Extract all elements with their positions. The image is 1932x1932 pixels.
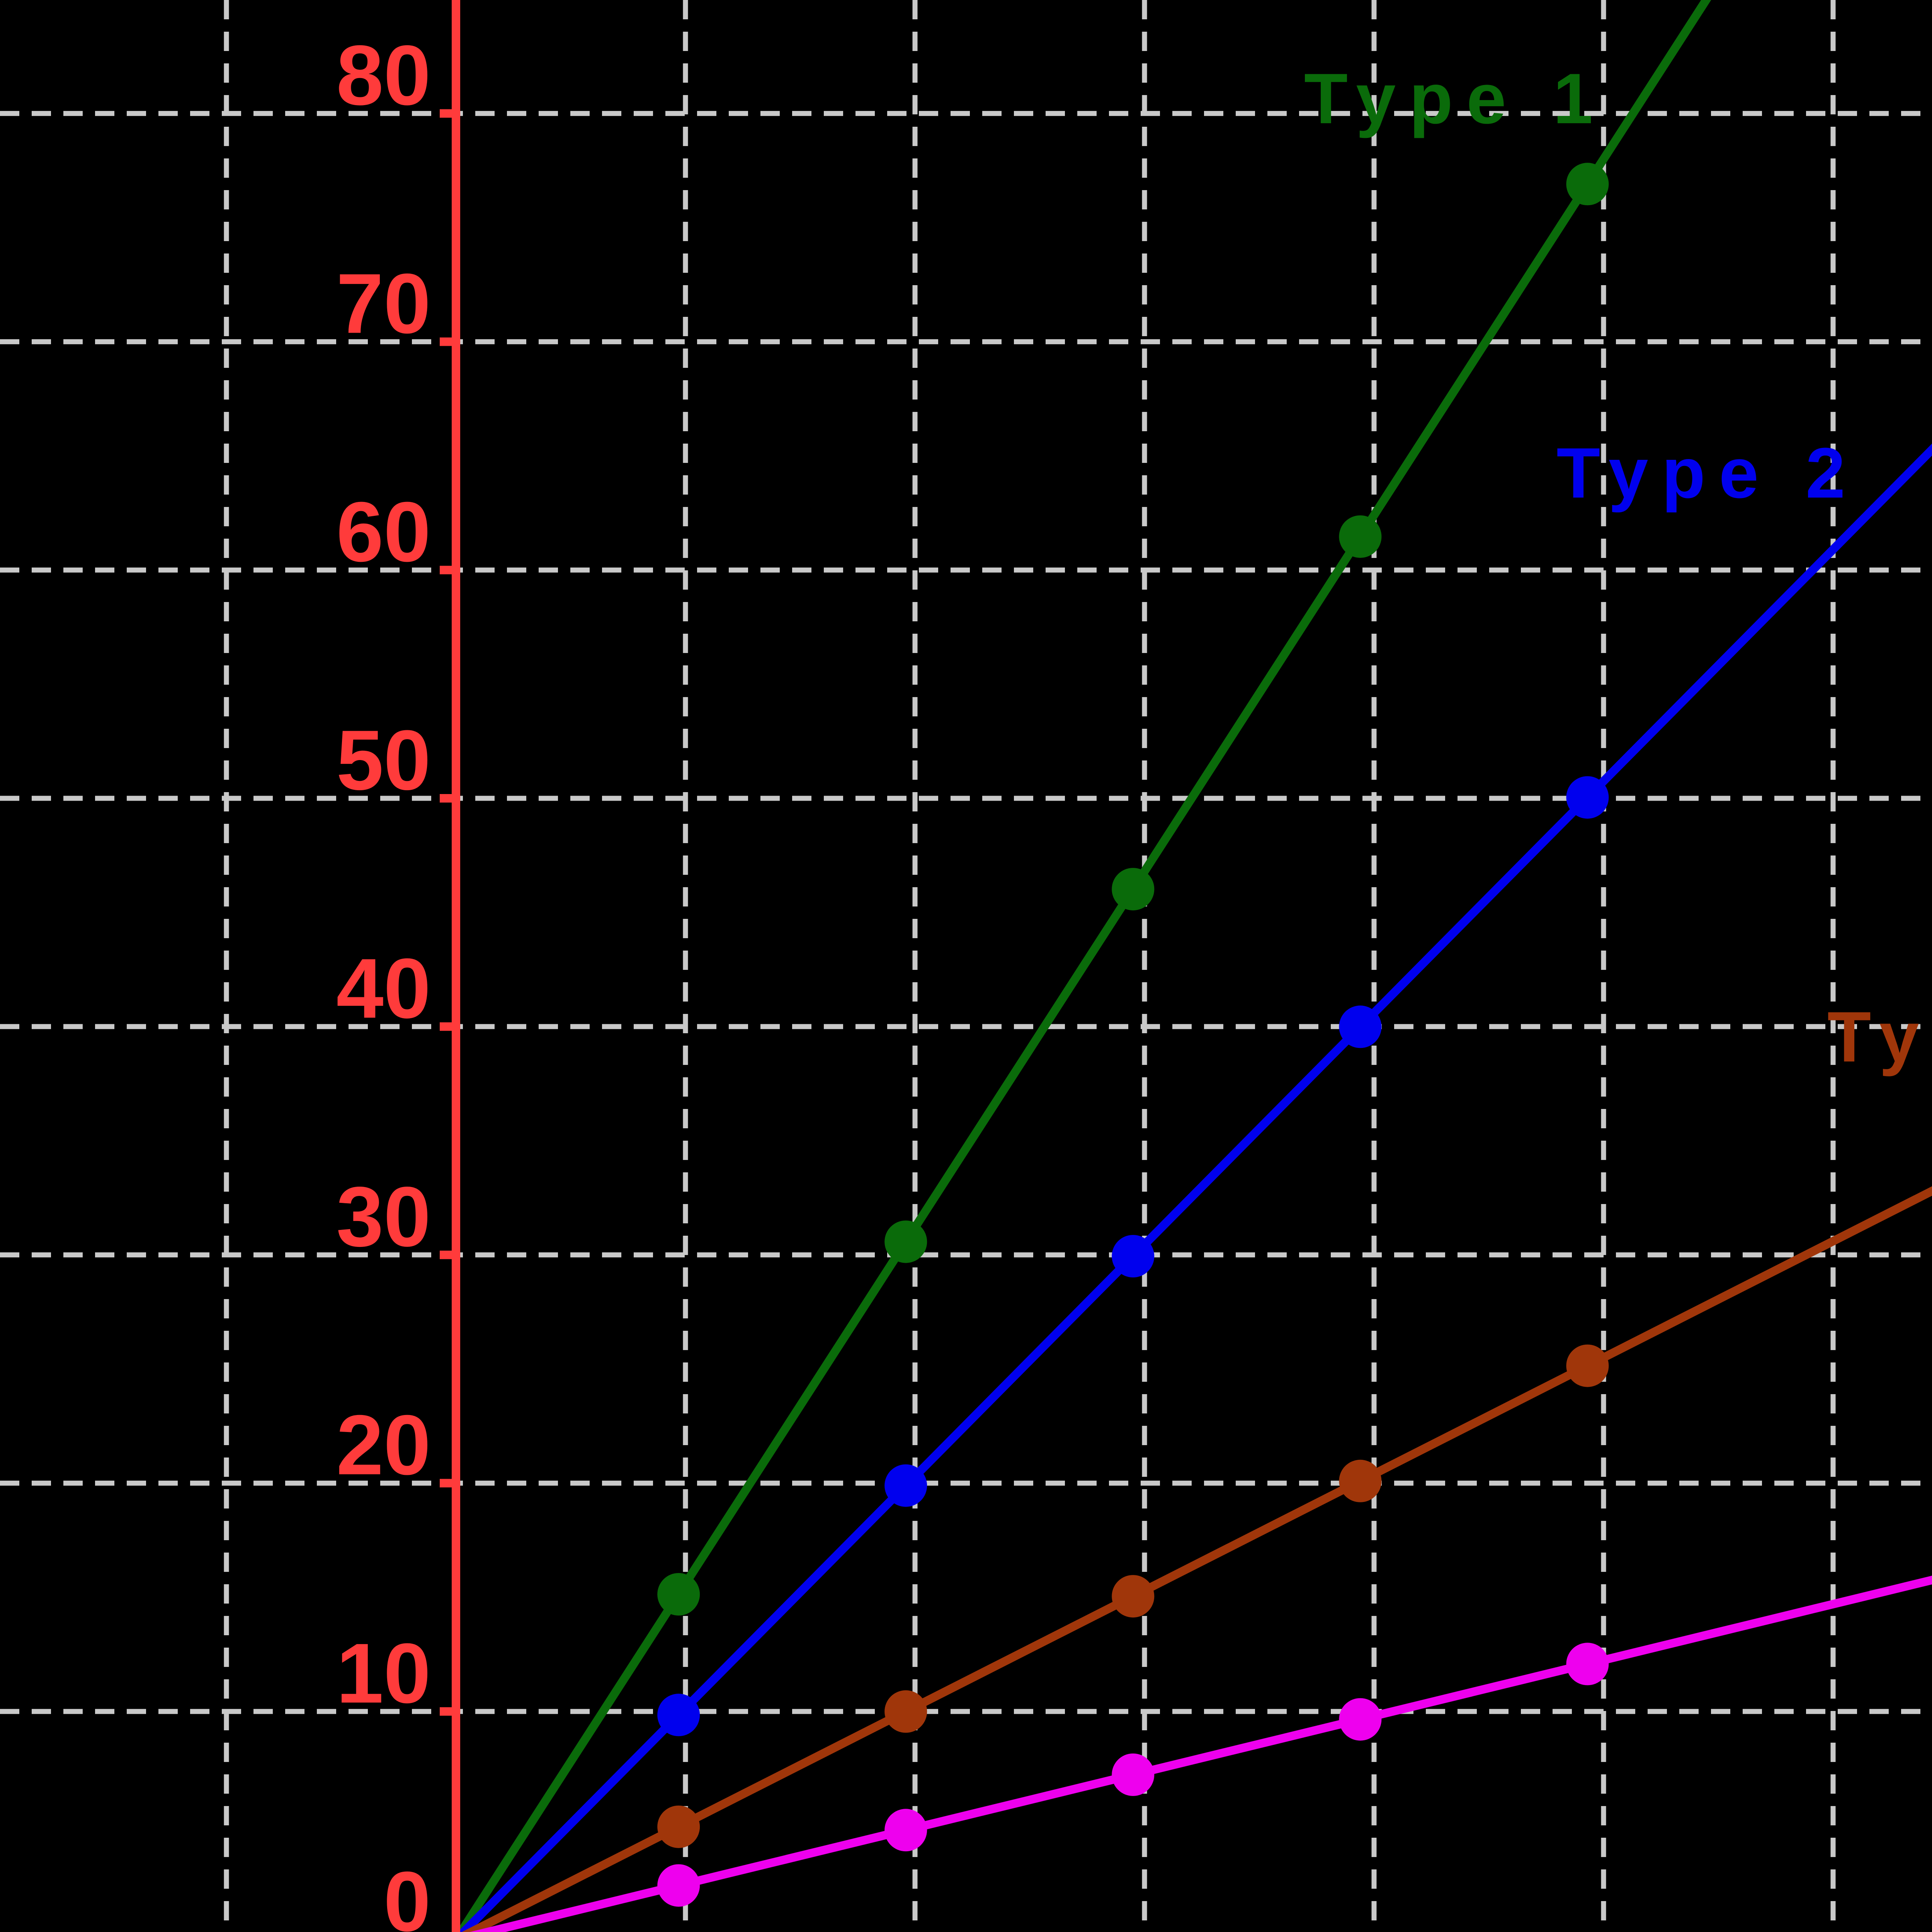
svg-text:50: 50 <box>336 713 431 808</box>
svg-text:Type 1: Type 1 <box>1304 59 1606 139</box>
svg-text:Type 3: Type 3 <box>1827 997 1932 1077</box>
svg-text:40: 40 <box>336 941 431 1036</box>
svg-text:20: 20 <box>336 1397 431 1492</box>
svg-text:60: 60 <box>336 484 431 579</box>
svg-text:Type 2: Type 2 <box>1556 434 1859 513</box>
svg-text:30: 30 <box>336 1169 431 1264</box>
svg-text:10: 10 <box>336 1626 431 1721</box>
svg-text:70: 70 <box>336 256 431 351</box>
svg-text:80: 80 <box>336 28 431 123</box>
svg-text:0: 0 <box>384 1854 431 1932</box>
